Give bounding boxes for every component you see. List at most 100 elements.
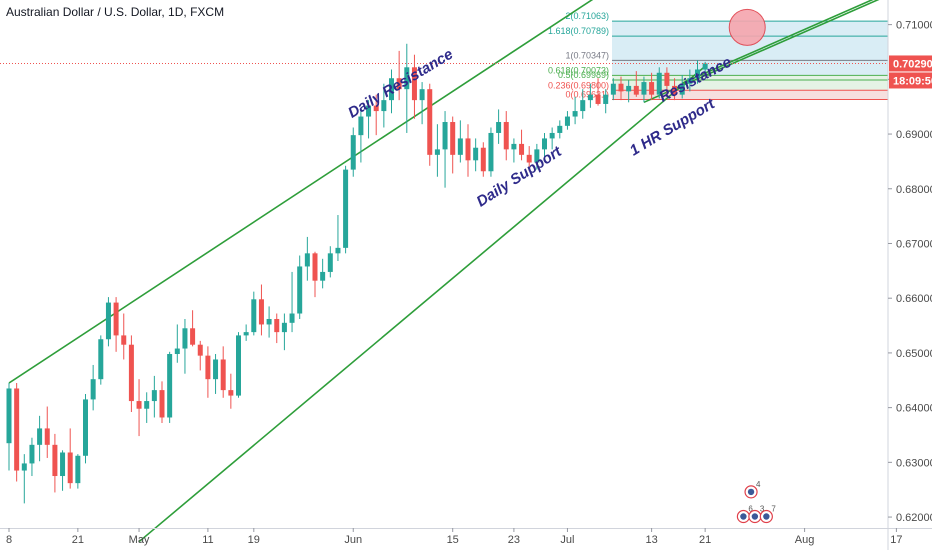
candle-body <box>358 117 363 136</box>
candle <box>75 454 80 488</box>
candle <box>244 324 249 340</box>
fib-label: 1(0.70347) <box>565 50 609 60</box>
candle-body <box>634 86 639 95</box>
candle-body <box>351 135 356 169</box>
chart-title: Australian Dollar / U.S. Dollar, 1D, FXC… <box>6 5 224 19</box>
candle <box>313 252 318 297</box>
price-tag-label: 0.70290 <box>893 58 932 70</box>
fib-zone <box>612 75 888 80</box>
candle-body <box>641 82 646 95</box>
candle-body <box>542 138 547 149</box>
y-tick-label: 0.64000 <box>896 403 932 415</box>
candle <box>297 256 302 319</box>
trend-line <box>139 66 705 541</box>
candle <box>228 374 233 409</box>
candle <box>427 84 432 166</box>
y-tick-label: 0.67000 <box>896 238 932 250</box>
event-marker: 4 <box>745 480 761 498</box>
candle <box>504 111 509 160</box>
candle-body <box>251 299 256 332</box>
event-marker-flag <box>763 513 769 519</box>
x-tick-label: 17 <box>890 534 902 546</box>
candle-body <box>167 354 172 417</box>
candle <box>565 111 570 130</box>
candle-body <box>213 359 218 379</box>
annotation-label: Daily Resistance <box>345 46 456 122</box>
candle <box>259 285 264 336</box>
x-tick-label: 23 <box>508 534 520 546</box>
candle <box>305 237 310 281</box>
candle <box>7 383 12 471</box>
x-tick-label: Jun <box>344 534 362 546</box>
candle <box>106 297 111 346</box>
event-marker-flag <box>748 489 754 495</box>
candle-body <box>52 445 57 476</box>
candle <box>160 381 165 423</box>
candle <box>519 130 524 161</box>
event-marker-label: 4 <box>756 480 761 489</box>
candle <box>121 314 126 360</box>
candle <box>205 346 210 397</box>
candle-body <box>129 345 134 401</box>
candle-body <box>328 253 333 272</box>
candle-body <box>91 379 96 399</box>
candle <box>37 416 42 461</box>
candle-body <box>259 299 264 324</box>
candle <box>22 454 27 503</box>
candle-body <box>22 463 27 470</box>
candle <box>420 82 425 124</box>
y-tick-label: 0.69000 <box>896 129 932 141</box>
candle <box>267 306 272 337</box>
candle <box>511 138 516 162</box>
candle-body <box>290 314 295 323</box>
candle-body <box>435 149 440 154</box>
candle <box>282 314 287 351</box>
candle <box>450 117 455 174</box>
candle <box>236 332 241 398</box>
y-tick-label: 0.65000 <box>896 348 932 360</box>
candle <box>473 138 478 171</box>
event-marker-label: 7 <box>771 505 776 514</box>
candle-body <box>427 89 432 155</box>
candle <box>129 335 134 412</box>
candle-body <box>649 82 654 95</box>
candle-body <box>7 388 12 443</box>
candle-body <box>473 148 478 161</box>
candle-body <box>626 86 631 91</box>
candle-body <box>236 335 241 395</box>
candle <box>328 246 333 277</box>
x-tick-label: Aug <box>795 534 815 546</box>
candle-body <box>205 356 210 380</box>
candle <box>343 166 348 254</box>
candle-body <box>75 456 80 483</box>
candle <box>45 407 50 458</box>
candle-body <box>573 111 578 116</box>
candle <box>52 434 57 493</box>
fib-label: 1.618(0.70789) <box>548 26 609 36</box>
x-tick-label: Jul <box>560 534 574 546</box>
candle <box>358 111 363 162</box>
candle <box>458 120 463 162</box>
candle <box>14 383 19 481</box>
candle-body <box>198 345 203 356</box>
candle-body <box>519 144 524 155</box>
candle-body <box>466 138 471 160</box>
candle-body <box>137 401 142 409</box>
annotation-label: 1 HR Support <box>627 95 719 159</box>
candle <box>351 127 356 176</box>
candle <box>557 120 562 138</box>
candle-body <box>580 100 585 111</box>
candle-body <box>596 95 601 104</box>
countdown-tag-label: 18:09:50 <box>893 75 932 87</box>
candle-body <box>244 332 249 335</box>
x-tick-label: 21 <box>699 534 711 546</box>
candle-body <box>619 84 624 92</box>
candle-body <box>37 428 42 444</box>
x-tick-label: 21 <box>72 534 84 546</box>
candle <box>190 310 195 346</box>
candle-body <box>450 122 455 155</box>
candle <box>198 341 203 371</box>
candle-body <box>83 399 88 455</box>
candle-body <box>45 428 50 444</box>
